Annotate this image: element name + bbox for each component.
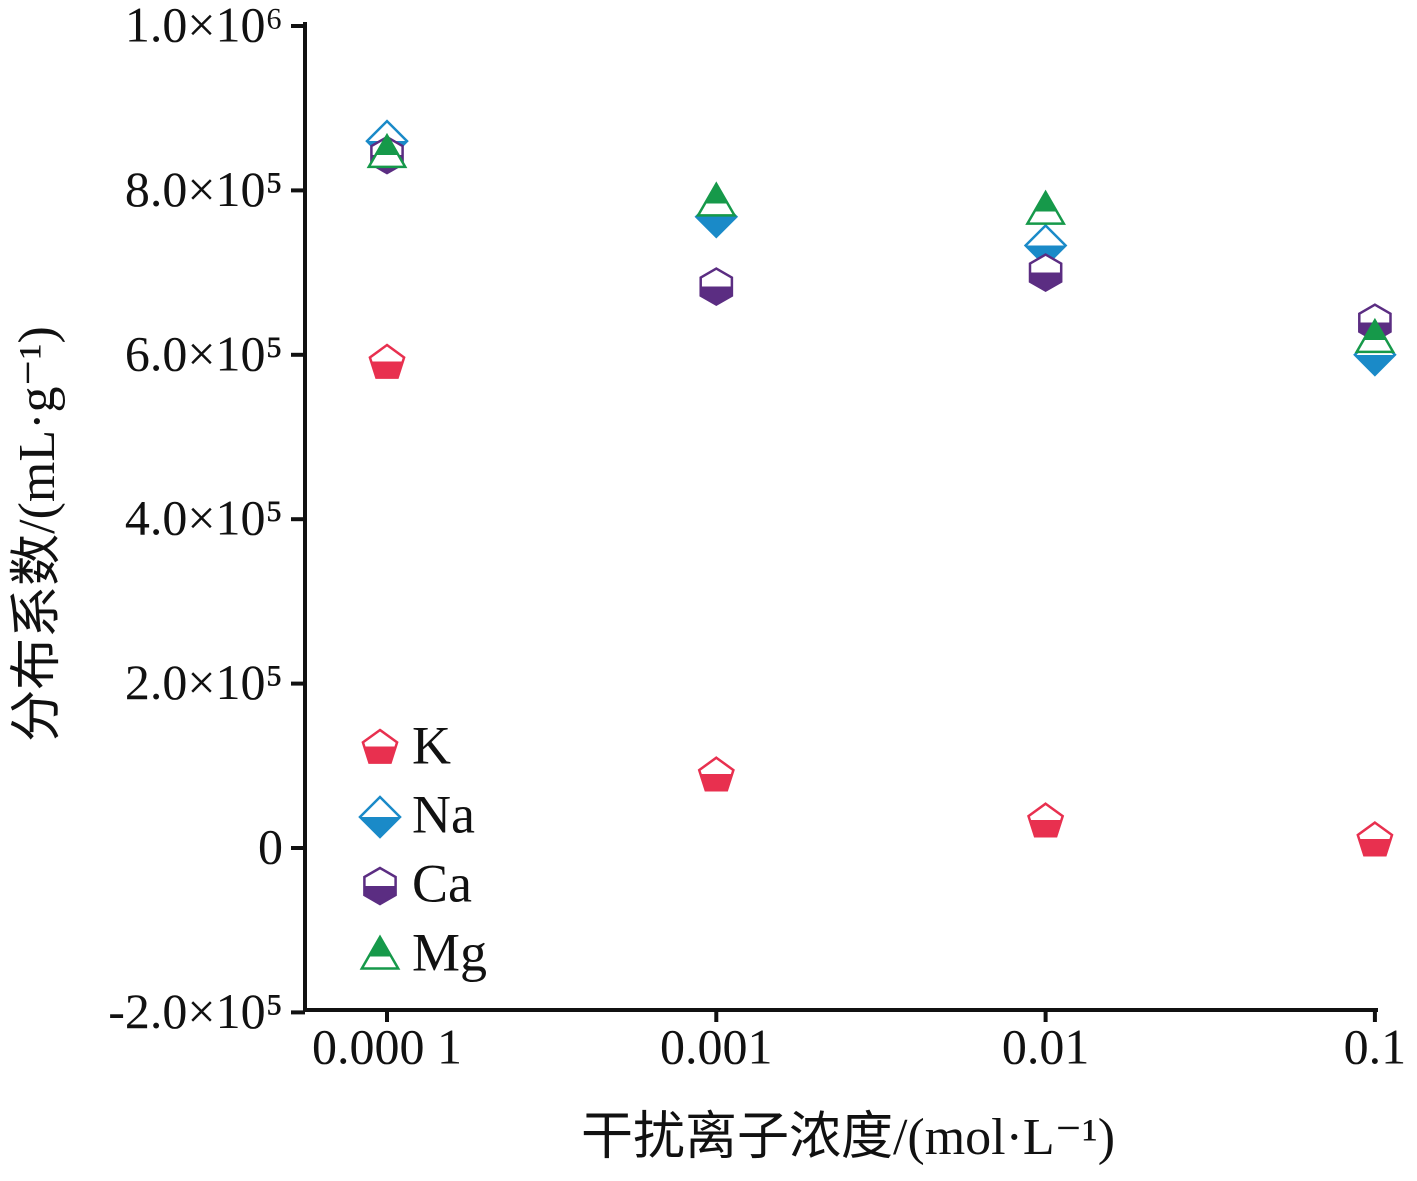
x-tick-label: 0.001: [660, 1018, 773, 1074]
x-tick-label: 0.1: [1344, 1018, 1407, 1074]
y-axis-title: 分布系数/(mL·g⁻¹): [9, 326, 66, 742]
marker: [697, 756, 735, 792]
legend-marker: [358, 795, 402, 839]
legend-marker: [363, 866, 397, 906]
legend-label: Ca: [412, 853, 472, 913]
marker: [1027, 802, 1065, 838]
marker: [1025, 189, 1066, 225]
y-tick-label: -2.0×10⁵: [108, 983, 283, 1039]
marker: [699, 267, 734, 307]
y-tick-label: 4.0×10⁵: [125, 490, 283, 546]
y-tick-label: 6.0×10⁵: [125, 325, 283, 381]
marker: [366, 132, 408, 169]
legend-label: Mg: [412, 922, 487, 982]
legend-marker: [359, 934, 401, 970]
marker: [368, 343, 406, 379]
x-tick-label: 0.01: [1002, 1018, 1090, 1074]
legend-marker: [361, 728, 399, 764]
y-tick-label: 8.0×10⁵: [125, 161, 283, 217]
y-tick-label: 2.0×10⁵: [125, 654, 283, 710]
marker: [1354, 317, 1396, 354]
legend-label: Na: [412, 784, 475, 844]
y-tick-label: 1.0×10⁶: [125, 0, 283, 52]
marker: [695, 181, 737, 217]
marker: [1028, 253, 1063, 293]
y-tick-label: 0: [258, 818, 283, 874]
x-axis-title: 干扰离子浓度/(mol·L⁻¹): [581, 1109, 1115, 1166]
marker: [1356, 821, 1394, 857]
x-tick-label: 0.000 1: [312, 1018, 462, 1074]
legend-label: K: [412, 715, 451, 775]
